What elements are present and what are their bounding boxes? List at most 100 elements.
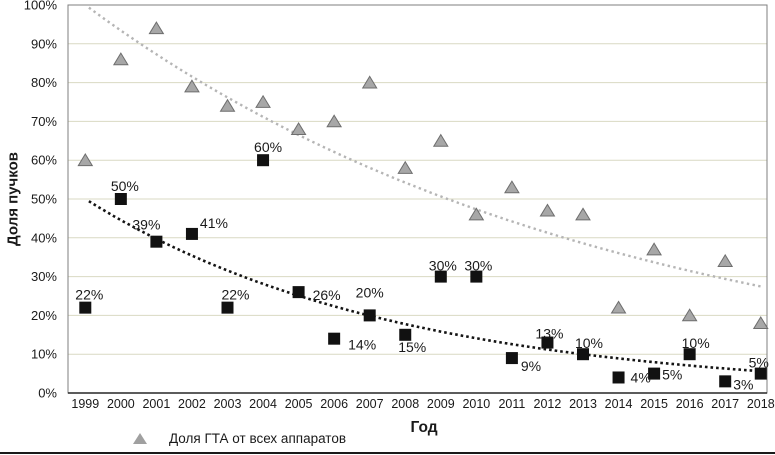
triangle-marker bbox=[184, 79, 200, 93]
square-marker bbox=[221, 301, 234, 314]
triangle-marker bbox=[397, 160, 414, 174]
square-marker bbox=[754, 367, 767, 380]
square-marker bbox=[719, 375, 732, 388]
square-marker bbox=[292, 286, 305, 299]
triangle-marker bbox=[112, 52, 129, 66]
triangle-marker bbox=[148, 21, 165, 35]
x-tick-label: 2003 bbox=[214, 397, 242, 411]
y-tick-label: 50% bbox=[31, 192, 57, 207]
square-marker bbox=[648, 367, 661, 380]
x-tick-label: 2013 bbox=[569, 397, 597, 411]
data-label: 60% bbox=[254, 139, 282, 155]
square-marker bbox=[150, 235, 163, 248]
triangle-marker bbox=[468, 207, 485, 221]
x-tick-label: 2016 bbox=[676, 397, 704, 411]
data-label: 15% bbox=[398, 339, 426, 355]
x-tick-label: 2001 bbox=[142, 397, 170, 411]
data-label: 13% bbox=[535, 326, 563, 342]
triangle-icon bbox=[133, 433, 147, 444]
data-label: 5% bbox=[749, 355, 769, 371]
y-tick-label: 90% bbox=[31, 36, 57, 51]
data-label: 30% bbox=[429, 258, 457, 274]
x-tick-label: 1999 bbox=[71, 397, 99, 411]
triangle-marker bbox=[432, 133, 449, 147]
data-label: 3% bbox=[733, 376, 753, 392]
triangle-marker bbox=[326, 114, 343, 128]
triangle-marker bbox=[255, 94, 271, 108]
y-tick-label: 60% bbox=[31, 153, 57, 168]
square-marker bbox=[363, 309, 376, 322]
x-tick-label: 2011 bbox=[498, 397, 525, 411]
triangle-marker bbox=[575, 207, 591, 221]
square-marker bbox=[612, 371, 625, 384]
x-tick-label: 2005 bbox=[285, 397, 313, 411]
x-tick-label: 2015 bbox=[640, 397, 668, 411]
y-tick-label: 0% bbox=[38, 386, 57, 401]
square-marker bbox=[328, 332, 341, 345]
data-label: 14% bbox=[348, 337, 376, 353]
x-axis-title: Год bbox=[410, 419, 438, 436]
triangle-marker bbox=[77, 153, 94, 167]
x-tick-label: 2006 bbox=[320, 397, 348, 411]
triangle-marker bbox=[681, 308, 698, 322]
square-marker bbox=[399, 328, 412, 341]
square-marker bbox=[541, 336, 554, 349]
square-marker bbox=[114, 193, 127, 205]
data-label: 39% bbox=[132, 217, 160, 233]
data-label: 10% bbox=[682, 335, 710, 351]
square-marker bbox=[505, 352, 518, 365]
triangle-marker bbox=[219, 98, 236, 112]
x-tick-label: 2004 bbox=[249, 397, 277, 411]
y-tick-label: 100% bbox=[24, 0, 58, 13]
x-tick-label: 2012 bbox=[534, 397, 562, 411]
y-tick-label: 20% bbox=[31, 308, 57, 323]
triangle-marker bbox=[290, 121, 307, 136]
x-tick-label: 2000 bbox=[107, 397, 135, 411]
data-label: 30% bbox=[464, 258, 492, 274]
triangle-marker bbox=[504, 180, 520, 194]
x-tick-label: 2018 bbox=[747, 397, 775, 411]
triangle-marker bbox=[646, 242, 662, 256]
bottom-border-line bbox=[0, 452, 775, 454]
x-tick-label: 2008 bbox=[391, 397, 419, 411]
square-marker bbox=[79, 301, 92, 314]
x-tick-label: 2009 bbox=[427, 397, 455, 411]
data-label: 22% bbox=[75, 287, 103, 303]
data-label: 9% bbox=[521, 358, 541, 374]
x-tick-label: 2017 bbox=[711, 397, 739, 411]
square-marker bbox=[434, 270, 447, 283]
x-tick-label: 2002 bbox=[178, 397, 206, 411]
triangle-marker bbox=[717, 253, 734, 267]
data-label: 22% bbox=[221, 287, 249, 303]
triangle-marker bbox=[539, 203, 556, 217]
x-tick-label: 2007 bbox=[356, 397, 384, 411]
y-axis-title: Доля пучков bbox=[4, 152, 22, 246]
triangle-marker bbox=[361, 75, 378, 89]
triangle-marker bbox=[610, 300, 627, 314]
y-tick-label: 10% bbox=[31, 347, 57, 362]
data-label: 20% bbox=[356, 284, 384, 300]
legend-label: Доля ГТА от всех аппаратов bbox=[169, 431, 347, 446]
trendline-gta bbox=[88, 6, 761, 288]
y-tick-label: 40% bbox=[31, 230, 57, 245]
y-tick-label: 80% bbox=[31, 75, 57, 90]
y-tick-label: 30% bbox=[31, 269, 57, 284]
data-label: 41% bbox=[200, 215, 228, 231]
triangle-marker bbox=[752, 315, 769, 330]
square-marker bbox=[470, 270, 483, 283]
data-label: 4% bbox=[631, 369, 651, 385]
data-label: 5% bbox=[662, 367, 682, 383]
square-marker bbox=[257, 154, 270, 167]
x-tick-label: 2014 bbox=[605, 397, 633, 411]
data-label: 26% bbox=[313, 287, 341, 303]
data-label: 50% bbox=[111, 178, 139, 194]
square-marker bbox=[683, 348, 696, 361]
data-label: 10% bbox=[575, 335, 603, 351]
y-tick-label: 70% bbox=[31, 114, 57, 129]
legend: Доля ГТА от всех аппаратов bbox=[133, 431, 346, 446]
x-tick-label: 2010 bbox=[462, 397, 490, 411]
square-marker bbox=[577, 348, 589, 361]
square-marker bbox=[185, 227, 198, 240]
